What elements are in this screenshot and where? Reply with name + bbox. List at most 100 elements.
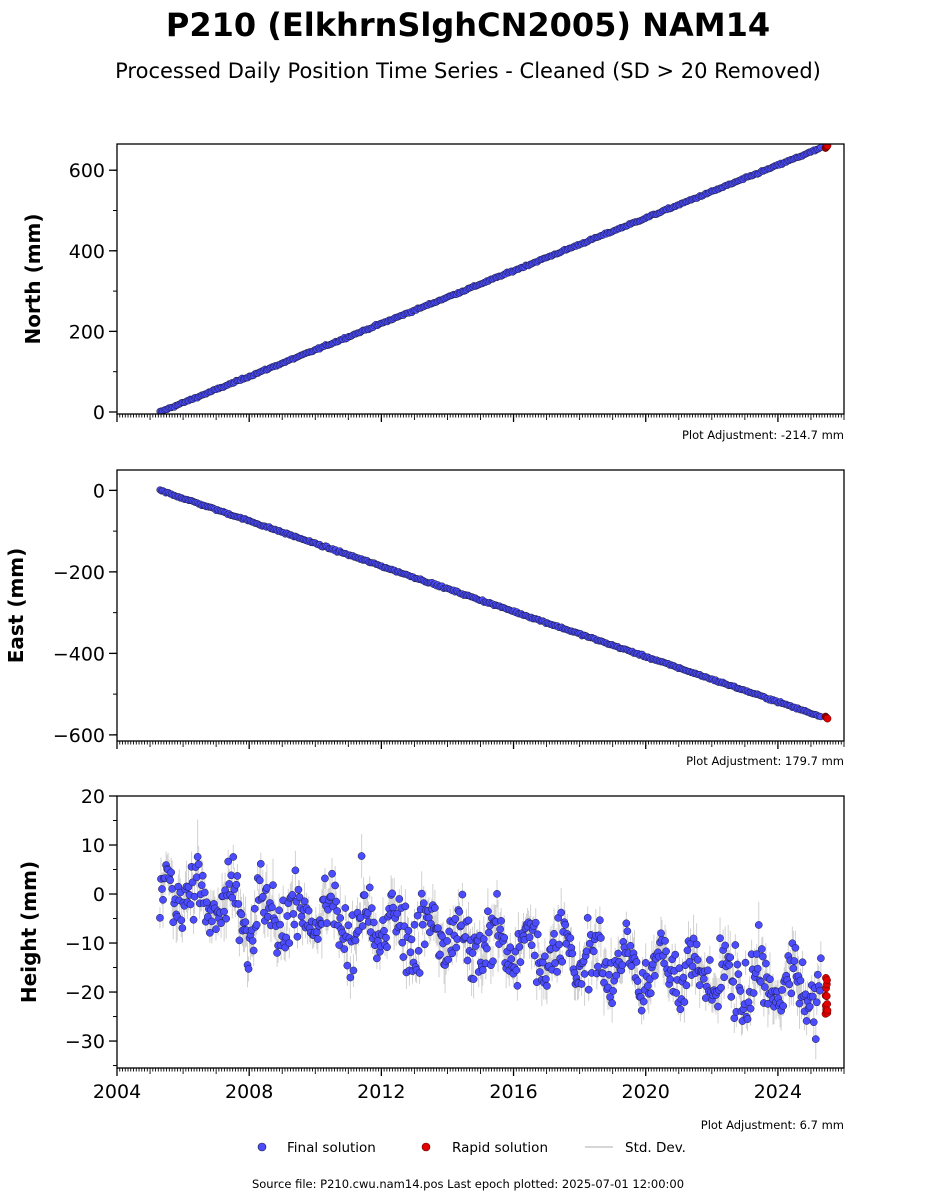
final-solution-point: [417, 889, 426, 898]
plot-area: [156, 486, 832, 723]
final-solution-point: [662, 947, 670, 956]
final-solution-point: [802, 1017, 811, 1025]
x-tick-label: 2020: [622, 1081, 670, 1103]
final-solution-point: [614, 949, 623, 958]
final-solution-point: [382, 933, 390, 942]
final-solution-point: [333, 907, 342, 915]
final-solution-point: [404, 926, 413, 935]
x-tick-label: 2004: [93, 1081, 141, 1103]
final-solution-point: [295, 893, 304, 901]
final-solution-point: [448, 949, 457, 958]
final-solution-point: [479, 935, 488, 943]
final-solution-point: [399, 953, 408, 961]
final-solution-point: [754, 921, 763, 929]
legend-final-marker: [257, 1142, 267, 1152]
final-solution-point: [811, 1035, 820, 1043]
final-solution-point: [455, 907, 464, 916]
final-solution-point: [224, 857, 233, 866]
chart-subtitle: Processed Daily Position Time Series - C…: [115, 59, 821, 83]
y-tick-label: −20: [65, 982, 105, 1004]
north-panel: 0 200 400 600 North (mm) Plot Adjustment: -21…: [21, 143, 845, 442]
final-solution-point: [357, 852, 366, 860]
y-tick-label: −600: [53, 725, 105, 747]
final-solution-point: [785, 980, 794, 989]
final-solution-point: [194, 860, 203, 869]
y-tick-label: −200: [53, 562, 105, 584]
y-tick-label: 0: [93, 884, 105, 906]
final-solution-point: [550, 929, 558, 938]
final-solution-point: [778, 986, 787, 994]
final-solution-point: [580, 970, 589, 978]
final-solution-point: [589, 947, 598, 956]
final-solution-point: [335, 941, 344, 949]
final-solution-point: [808, 992, 817, 1001]
final-solution-point: [373, 954, 381, 963]
final-solution-point: [166, 876, 174, 885]
final-solution-point: [666, 975, 675, 984]
final-solution-point: [250, 904, 259, 913]
y-axis-label: East (mm): [4, 548, 28, 664]
final-solution-point: [419, 899, 428, 908]
final-solution-point: [340, 945, 349, 953]
final-solution-point: [444, 955, 453, 964]
final-solution-point: [159, 895, 167, 904]
final-solution-point: [609, 987, 617, 995]
final-solution-point: [672, 989, 681, 997]
final-solution-point: [367, 904, 376, 912]
final-solution-point: [269, 881, 277, 889]
final-solution-point: [542, 975, 550, 983]
final-solution-point: [679, 973, 688, 982]
final-solution-point: [235, 936, 244, 945]
final-solution-point: [388, 889, 396, 898]
final-solution-point: [766, 975, 774, 984]
chart-title: P210 (ElkhrnSlghCN2005) NAM14: [166, 6, 770, 44]
final-solution-point: [646, 989, 655, 998]
final-solution-point: [500, 933, 509, 942]
final-solution-point: [413, 911, 422, 920]
plot-adjustment-note: Plot Adjustment: -214.7 mm: [682, 428, 844, 442]
final-solution-point: [618, 961, 627, 969]
final-solution-point: [206, 928, 214, 937]
final-solution-point: [349, 966, 358, 975]
final-solution-point: [482, 944, 491, 953]
final-solution-point: [812, 998, 821, 1007]
final-solution-point: [431, 904, 439, 912]
final-solution-point: [158, 885, 166, 893]
y-tick-label: 200: [69, 321, 105, 343]
final-solution-point: [365, 883, 374, 892]
final-solution-point: [344, 921, 353, 930]
final-solution-point: [566, 934, 575, 942]
east-panel: 0 −200 −400 −600 East (mm) Plot Adjustment: 1…: [4, 469, 845, 768]
y-tick-label: 0: [93, 480, 105, 502]
final-solution-point: [443, 937, 451, 945]
final-solution-point: [458, 890, 467, 899]
legend-final-label: Final solution: [287, 1140, 376, 1156]
final-solution-point: [585, 939, 594, 948]
final-solution-point: [200, 888, 209, 897]
final-solution-point: [733, 960, 742, 969]
final-solution-point: [661, 937, 669, 945]
final-solution-point: [496, 925, 504, 934]
final-solution-point: [468, 949, 477, 957]
final-solution-point: [756, 978, 765, 986]
final-solution-point: [327, 892, 335, 901]
final-solution-point: [593, 962, 602, 971]
final-solution-point: [232, 880, 241, 889]
source-note: Source file: P210.cwu.nam14.pos Last epo…: [252, 1177, 684, 1191]
rapid-solution-series: [821, 144, 832, 152]
final-solution-point: [217, 919, 225, 927]
rapid-solution-series: [821, 974, 832, 1018]
final-solution-point: [753, 964, 762, 973]
rapid-solution-series: [821, 712, 832, 723]
x-tick-label: 2024: [754, 1081, 802, 1103]
final-solution-point: [688, 962, 697, 971]
final-solution-point: [623, 927, 632, 936]
final-solution-point: [336, 914, 345, 922]
final-solution-point: [796, 976, 805, 985]
height-panel: 20 10 0 −10 −20 −30 2004 2008 2012 2016 2020 2024 He…: [17, 786, 845, 1132]
final-solution-point: [720, 973, 728, 982]
final-solution-point: [608, 999, 616, 1008]
final-solution-point: [743, 1015, 752, 1023]
y-tick-label: 0: [93, 402, 105, 424]
final-solution-point: [393, 909, 402, 918]
